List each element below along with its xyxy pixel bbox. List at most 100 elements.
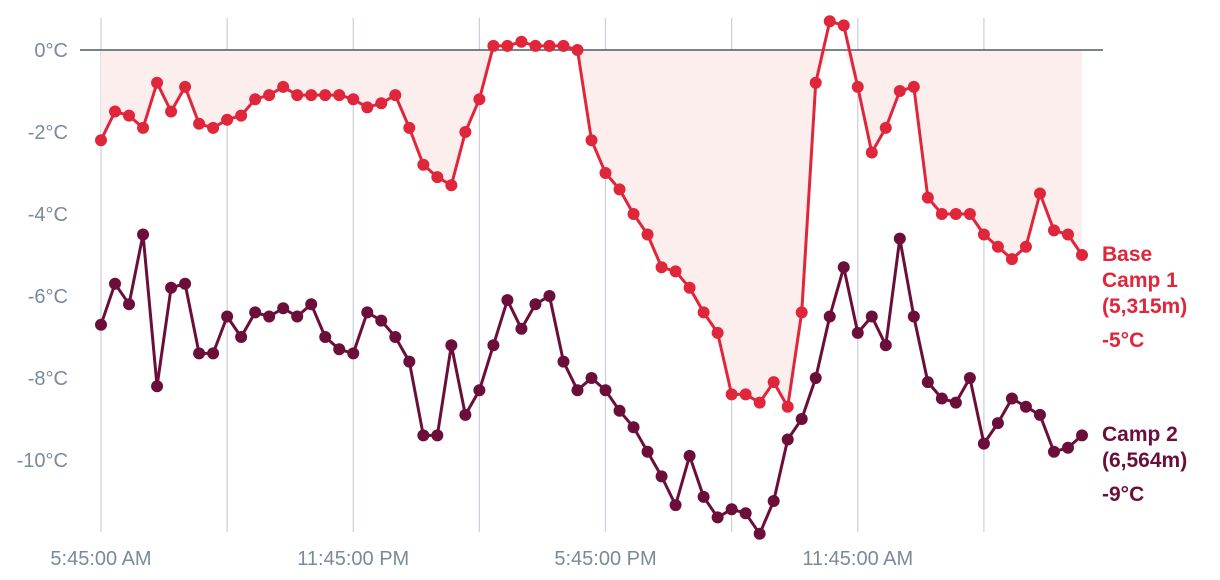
base_camp-point-26 (459, 126, 472, 138)
camp2-point-0 (95, 318, 107, 331)
base_camp-point-11 (249, 93, 262, 106)
base_camp-point-34 (571, 44, 584, 56)
base_camp-point-8 (207, 121, 220, 134)
base-camp-last-value: -5°C (1102, 329, 1144, 352)
base_camp-point-59 (921, 191, 934, 204)
base_camp-point-60 (935, 208, 948, 220)
camp2-point-25 (445, 339, 458, 352)
camp2-point-13 (277, 302, 290, 315)
camp2-point-44 (711, 511, 724, 524)
base_camp-point-57 (893, 85, 906, 97)
camp2-point-19 (361, 306, 374, 319)
base_camp-point-66 (1019, 240, 1032, 253)
base_camp-point-35 (585, 134, 598, 147)
camp2-point-26 (459, 408, 472, 421)
camp2-point-48 (767, 495, 780, 507)
base_camp-point-36 (599, 167, 612, 179)
base_camp-point-31 (529, 39, 542, 52)
camp2-point-60 (935, 392, 948, 405)
base_camp-point-62 (963, 208, 976, 220)
series-lines (95, 15, 1088, 540)
camp2-point-43 (697, 490, 710, 503)
camp2-point-59 (921, 376, 934, 389)
base_camp-point-20 (375, 97, 388, 110)
camp2-point-46 (739, 507, 752, 520)
camp2-point-49 (781, 433, 794, 446)
base_camp-point-32 (543, 39, 556, 52)
base_camp-point-56 (879, 121, 892, 134)
base_camp-point-6 (179, 80, 192, 93)
base_camp-point-70 (1076, 249, 1088, 261)
camp2-point-47 (753, 527, 766, 540)
base-camp-label-line-3: (5,315m) (1102, 295, 1187, 318)
base_camp-point-10 (235, 109, 248, 122)
camp2-point-12 (263, 310, 276, 323)
camp2-point-16 (319, 331, 332, 343)
camp2-point-1 (109, 277, 122, 290)
camp2-point-23 (417, 429, 430, 442)
camp2-point-68 (1047, 445, 1060, 458)
camp2-point-55 (865, 310, 878, 323)
base_camp-point-51 (809, 76, 822, 89)
camp2-point-70 (1076, 429, 1088, 442)
base_camp-point-24 (431, 171, 444, 184)
camp2-point-35 (585, 372, 598, 384)
base_camp-point-43 (697, 306, 710, 319)
camp2-point-8 (207, 347, 220, 360)
x-tick-label-3: 11:45:00 AM (802, 548, 913, 570)
base-camp-series-label: Base Camp 1 (5,315m) -5°C (1102, 243, 1187, 352)
camp2-series-label: Camp 2 (6,564m) -9°C (1102, 423, 1187, 506)
camp2-point-61 (949, 396, 962, 409)
x-tick-label-0: 5:45:00 AM (50, 548, 151, 570)
base_camp-point-49 (781, 400, 794, 413)
base_camp-point-0 (95, 134, 107, 147)
base_camp-point-63 (977, 228, 990, 241)
base_camp-point-41 (669, 265, 682, 278)
camp2-point-29 (501, 294, 514, 307)
base_camp-point-65 (1005, 253, 1018, 266)
camp2-point-11 (249, 306, 262, 319)
camp2-series (95, 228, 1088, 540)
camp2-line (99, 233, 1083, 536)
camp2-last-value: -9°C (1102, 483, 1144, 506)
base_camp-point-17 (333, 89, 346, 102)
base_camp-point-21 (389, 89, 402, 102)
x-tick-label-1: 11:45:00 PM (297, 548, 409, 570)
camp2-point-14 (291, 310, 304, 323)
base_camp-point-52 (823, 15, 836, 28)
camp2-point-27 (473, 384, 486, 397)
camp2-point-20 (375, 314, 388, 327)
base_camp-point-68 (1047, 224, 1060, 237)
camp2-point-65 (1005, 392, 1018, 405)
camp2-point-50 (795, 413, 808, 425)
base_camp-point-64 (991, 240, 1004, 253)
camp2-point-67 (1033, 408, 1046, 421)
camp2-point-69 (1061, 441, 1074, 454)
camp2-point-34 (571, 384, 584, 397)
base_camp-point-46 (739, 388, 752, 401)
base_camp-point-4 (151, 76, 164, 89)
camp2-point-2 (123, 298, 136, 311)
camp2-point-52 (823, 310, 836, 323)
base_camp-point-42 (683, 281, 696, 294)
camp2-point-30 (515, 322, 528, 335)
base_camp-point-16 (319, 89, 332, 102)
camp2-point-37 (613, 404, 626, 417)
base_camp-point-7 (193, 117, 206, 130)
base_camp-point-55 (865, 146, 878, 159)
camp2-point-57 (893, 232, 906, 245)
y-tick-label-3: -6°C (28, 286, 68, 308)
base_camp-point-29 (501, 39, 514, 52)
base_camp-point-53 (837, 19, 850, 32)
base_camp-point-25 (445, 179, 458, 192)
y-tick-label-2: -4°C (28, 204, 68, 226)
camp2-point-7 (193, 347, 206, 360)
base_camp-point-54 (851, 80, 864, 93)
base_camp-point-50 (795, 306, 808, 319)
camp2-point-56 (879, 339, 892, 352)
base_camp-point-30 (515, 35, 528, 48)
camp2-point-24 (431, 429, 444, 442)
camp2-point-21 (389, 331, 402, 343)
camp2-point-22 (403, 355, 416, 368)
